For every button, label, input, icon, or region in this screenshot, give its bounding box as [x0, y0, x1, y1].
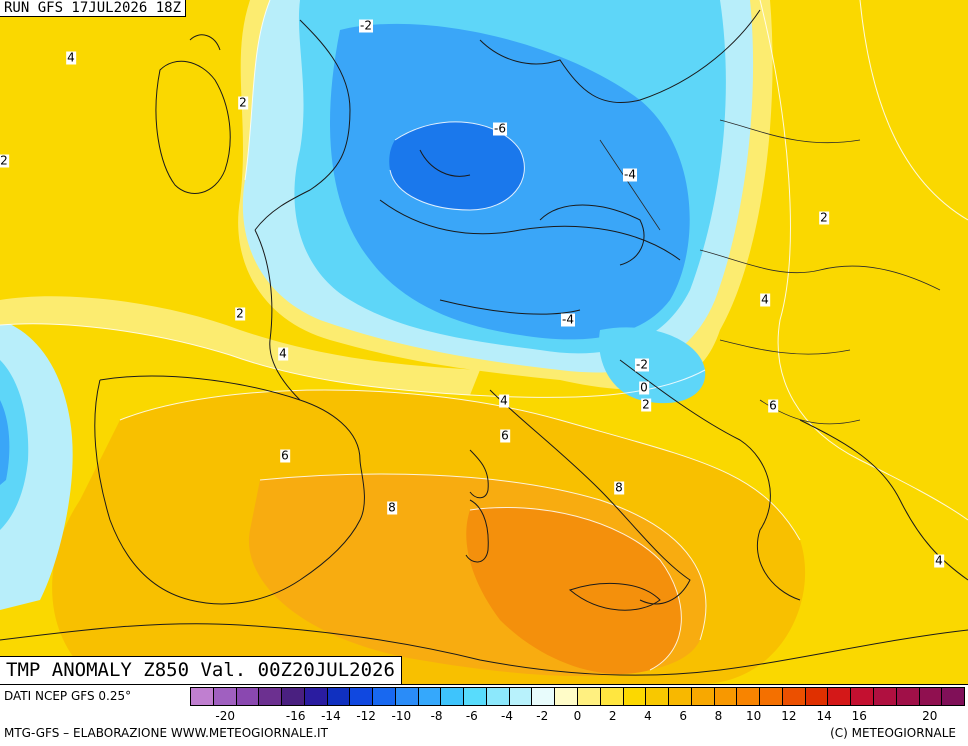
contour-label: 4 — [278, 346, 288, 361]
contour-label: 2 — [235, 306, 245, 321]
legend-tick-label: -2 — [536, 709, 549, 723]
field-balkan-neg2 — [599, 327, 706, 404]
legend-swatch — [509, 688, 533, 705]
legend-tick-label: -4 — [501, 709, 514, 723]
field-west-neg4 — [0, 400, 10, 485]
legend-tick-label: 0 — [573, 709, 582, 723]
legend-tick-label: -10 — [391, 709, 412, 723]
map-canvas — [0, 0, 968, 684]
legend-swatch — [236, 688, 260, 705]
legend-swatch — [669, 688, 692, 705]
footer: DATI NCEP GFS 0.25° -20 -16 -14 -12 -10 -8 -6-… — [0, 684, 968, 746]
legend-tick-label: -20 — [215, 709, 236, 723]
anomaly-map: RUN GFS 17JUL2026 18Z -2 4 2 2 -6 -4 2 4… — [0, 0, 968, 684]
contour-label: 4 — [499, 393, 509, 408]
map-title: TMP ANOMALY Z850 Val. 00Z20JUL2026 — [0, 656, 402, 684]
contour-label: -6 — [493, 121, 507, 136]
legend-swatch — [395, 688, 419, 705]
legend-swatch — [646, 688, 670, 705]
legend-swatch — [805, 688, 829, 705]
legend-tick-label: 16 — [851, 709, 867, 723]
legend-tick-label: 10 — [745, 709, 762, 723]
legend-swatch — [714, 688, 738, 705]
legend-swatch — [782, 688, 806, 705]
legend-swatch — [532, 688, 556, 705]
legend-swatch — [555, 688, 579, 705]
legend-swatch — [942, 688, 965, 705]
legend-tick-label: 2 — [608, 709, 617, 723]
legend-swatch — [623, 688, 647, 705]
legend-swatch — [486, 688, 510, 705]
legend-swatch — [213, 688, 237, 705]
legend-swatch — [282, 688, 305, 705]
legend-swatch — [304, 688, 328, 705]
contour-label: -2 — [359, 18, 373, 33]
legend-tick-label: -8 — [430, 709, 443, 723]
legend-tick-label: 8 — [714, 709, 723, 723]
contour-label: 2 — [0, 153, 9, 168]
contour-label: 6 — [768, 398, 778, 413]
legend-swatch — [873, 688, 897, 705]
legend-tick-label: 12 — [781, 709, 797, 723]
contour-label: 2 — [819, 210, 829, 225]
contour-label: 4 — [66, 50, 76, 65]
legend-tick-label: -6 — [465, 709, 478, 723]
legend-swatch — [578, 688, 601, 705]
legend-tick-label: -16 — [285, 709, 306, 723]
legend-swatch — [373, 688, 396, 705]
legend-swatch — [441, 688, 465, 705]
legend-swatch — [350, 688, 374, 705]
legend-swatch — [191, 688, 214, 705]
credit-left: MTG-GFS – ELABORAZIONE WWW.METEOGIORNALE… — [4, 726, 328, 740]
contour-label: -4 — [561, 312, 575, 327]
legend-swatch — [418, 688, 442, 705]
credit-right: (C) METEOGIORNALE — [830, 726, 956, 740]
contour-label: 2 — [238, 95, 248, 110]
contour-label: 8 — [614, 480, 624, 495]
legend-swatch — [896, 688, 920, 705]
contour-lines — [0, 0, 968, 671]
contour-label: 4 — [760, 292, 770, 307]
contour-label: 6 — [280, 448, 290, 463]
legend-tick-label: -14 — [321, 709, 341, 723]
legend-swatch — [600, 688, 624, 705]
legend-swatch — [691, 688, 715, 705]
field-neg6 — [389, 121, 525, 210]
coastlines — [0, 9, 968, 676]
field-west-neg2 — [0, 360, 29, 530]
legend-swatch — [259, 688, 283, 705]
legend-swatch — [464, 688, 487, 705]
contour-label: -4 — [623, 167, 637, 182]
legend-swatch — [760, 688, 783, 705]
field-plus10 — [466, 507, 682, 675]
data-source-label: DATI NCEP GFS 0.25° — [4, 689, 132, 703]
contour-label: -2 — [635, 357, 649, 372]
legend-tick-label: -12 — [356, 709, 376, 723]
legend-tick-label: 20 — [922, 709, 938, 723]
legend-swatch — [919, 688, 943, 705]
contour-label: 6 — [500, 428, 510, 443]
legend-swatch — [851, 688, 874, 705]
legend-tick-label: 4 — [644, 709, 652, 723]
contour-label: 0 — [639, 380, 649, 395]
contour-label: 2 — [641, 397, 651, 412]
legend-tick-label: 6 — [679, 709, 687, 723]
color-legend — [190, 687, 965, 706]
contour-label: 8 — [387, 500, 397, 515]
borders — [599, 119, 941, 425]
field-plus2-band — [0, 296, 480, 395]
legend-tick-label: 14 — [816, 709, 832, 723]
run-label: RUN GFS 17JUL2026 18Z — [0, 0, 187, 17]
legend-swatch — [828, 688, 852, 705]
legend-swatch — [327, 688, 351, 705]
legend-ticks: -20 -16 -14 -12 -10 -8 -6 -4 -2 0 2 4 6 8 10 12 14 16 20 — [190, 709, 965, 723]
contour-label: 4 — [934, 553, 944, 568]
legend-swatch — [737, 688, 761, 705]
